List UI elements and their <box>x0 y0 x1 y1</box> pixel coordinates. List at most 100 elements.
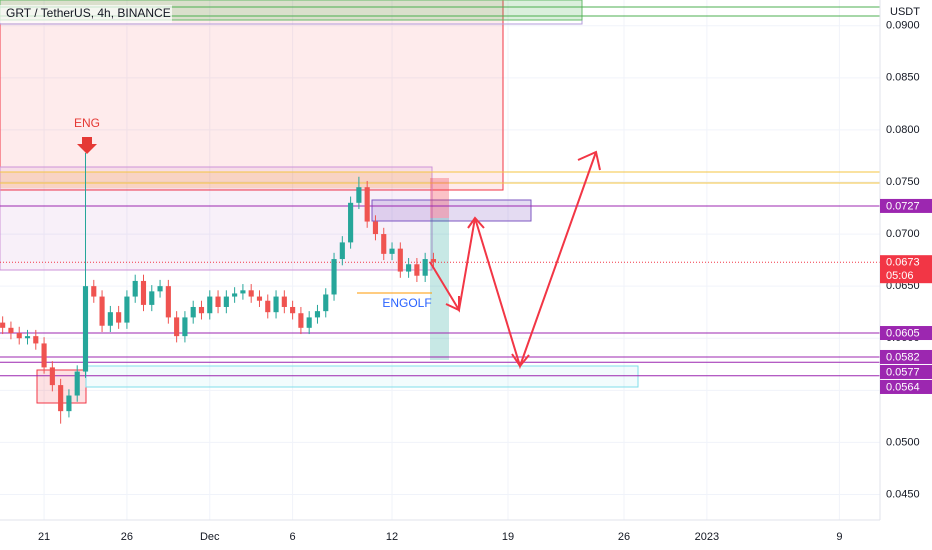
zone-rect <box>0 166 433 271</box>
candle-body <box>74 371 80 396</box>
price-tag <box>880 326 932 341</box>
title-bg <box>0 5 172 23</box>
candle-body <box>165 286 171 318</box>
candle-body <box>174 317 180 337</box>
candle-body <box>132 280 138 297</box>
price-tag <box>880 255 932 284</box>
candle-body <box>140 280 147 305</box>
zone-rect <box>85 365 639 388</box>
candle-body <box>190 306 196 318</box>
candle-body <box>273 296 279 313</box>
candle-body <box>306 317 312 328</box>
y-tick-label: 0.0450 <box>886 488 920 500</box>
candle-body <box>265 300 271 313</box>
candle-body <box>348 202 354 243</box>
candle-body <box>0 322 6 328</box>
candle-body <box>381 234 387 254</box>
candle-body <box>240 290 246 294</box>
candle-body <box>414 264 420 276</box>
y-tick-label: 0.0750 <box>886 176 920 188</box>
y-tick-label: 0.0700 <box>886 228 920 240</box>
candle-body <box>66 395 72 412</box>
candle-body <box>397 248 403 272</box>
candle-body <box>223 296 229 307</box>
candle-body <box>82 286 89 372</box>
candle-body <box>389 248 395 254</box>
price-tag-label: 0.0605 <box>886 327 920 339</box>
candle-body <box>298 313 304 328</box>
candle-body <box>207 296 213 314</box>
x-tick-label: 6 <box>290 531 296 543</box>
position-profit <box>430 218 449 360</box>
candle-body <box>182 317 188 337</box>
price-tag <box>880 379 932 394</box>
zone-rect <box>0 172 432 188</box>
candle-body <box>331 259 337 295</box>
zone-rect <box>0 0 504 191</box>
x-tick-label: 12 <box>386 531 398 543</box>
candle-body <box>422 259 428 276</box>
countdown: 05:06 <box>886 270 914 282</box>
price-tag <box>880 364 932 379</box>
annotation: ENG <box>74 116 100 130</box>
x-tick-label: 26 <box>618 531 630 543</box>
candle-body <box>157 286 163 292</box>
x-tick-label: Dec <box>200 531 220 543</box>
x-tick-label: 2023 <box>695 531 719 543</box>
arrow-head <box>445 296 460 312</box>
price-tag-label: 0.0582 <box>886 351 920 363</box>
candle-body <box>364 187 370 222</box>
position-loss <box>430 178 449 218</box>
tag-lines <box>0 205 880 377</box>
candle-body <box>91 286 97 297</box>
candles <box>0 152 437 424</box>
candle-body <box>256 296 263 301</box>
arrow-head <box>577 150 601 171</box>
eng-arrow <box>77 137 97 154</box>
candle-body <box>430 259 437 263</box>
candle-body <box>149 291 155 305</box>
y-tick-label: 0.0800 <box>886 124 920 136</box>
candle-body <box>323 294 329 312</box>
candle-body <box>41 343 47 368</box>
axis-unit: USDT <box>890 6 920 18</box>
candle-body <box>339 242 345 260</box>
arrow-head <box>511 353 530 368</box>
candle-body <box>232 293 238 297</box>
price-tag-label: 0.0727 <box>886 200 920 212</box>
annotation: ENGOLF <box>382 296 431 310</box>
candle-body <box>107 312 113 326</box>
candle-body <box>24 336 31 339</box>
candle-body <box>16 333 22 339</box>
candle-body <box>198 306 205 314</box>
candle-body <box>99 296 105 326</box>
candle-body <box>215 296 221 307</box>
candle-body <box>248 290 254 297</box>
candle-body <box>356 187 362 203</box>
candle-body <box>8 327 14 334</box>
candle-body <box>406 264 412 272</box>
price-tag-label: 0.0577 <box>886 366 920 378</box>
zone-rect <box>371 199 532 222</box>
x-tick-label: 26 <box>121 531 133 543</box>
axis-labels: 0.09000.08500.08000.07500.07000.06500.06… <box>38 20 932 543</box>
candle-body <box>49 367 55 386</box>
x-tick-label: 9 <box>836 531 842 543</box>
price-tag <box>880 198 932 213</box>
price-tag-label: 0.0564 <box>886 381 920 393</box>
arrow-head <box>467 216 485 229</box>
price-tag-label: 0.0673 <box>886 257 920 269</box>
y-tick-label: 0.0850 <box>886 72 920 84</box>
x-tick-label: 19 <box>502 531 514 543</box>
candle-body <box>372 221 379 235</box>
y-tick-label: 0.0900 <box>886 20 920 32</box>
price-tag <box>880 349 932 364</box>
candle-body <box>281 296 287 307</box>
chart-title: GRT / TetherUS, 4h, BINANCE <box>6 6 171 20</box>
y-tick-label: 0.0500 <box>886 436 920 448</box>
x-tick-label: 21 <box>38 531 50 543</box>
candle-body <box>33 336 39 344</box>
candle-body <box>58 385 64 412</box>
candle-body <box>290 306 296 314</box>
